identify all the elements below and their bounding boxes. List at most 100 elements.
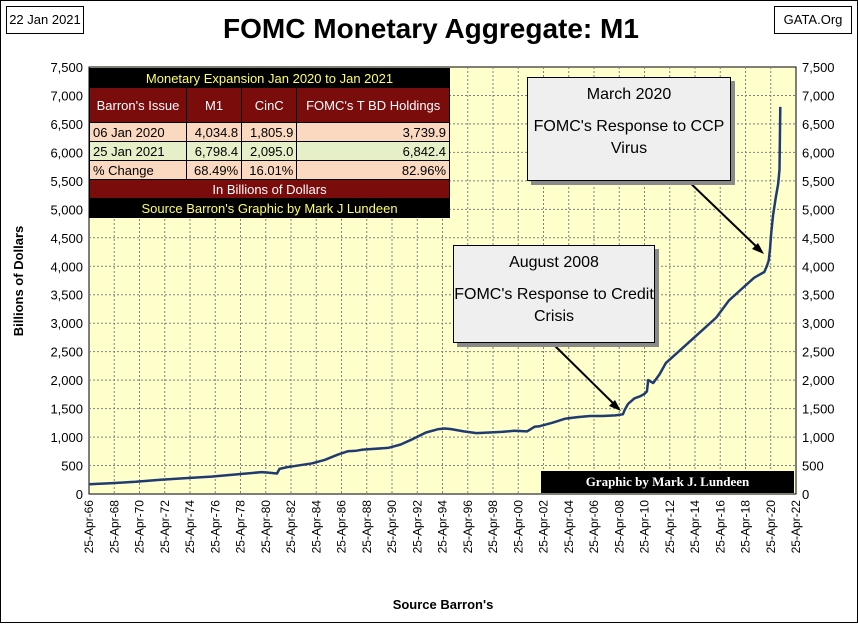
callout-text: FOMC's Response to Credit Crisis	[454, 286, 654, 325]
x-tick-label: 25-Apr-66	[82, 500, 96, 554]
y-tick-label-left: 6,000	[50, 145, 83, 160]
x-tick-label: 25-Apr-02	[537, 500, 551, 554]
table-cell: 6,798.4	[185, 141, 243, 161]
table-header-cinc: CinC	[241, 87, 298, 123]
table-cell: 3,739.9	[296, 122, 450, 142]
y-tick-label-left: 1,500	[50, 402, 83, 417]
x-tick-label: 25-Apr-76	[208, 500, 222, 554]
y-tick-label-right: 4,000	[802, 259, 835, 274]
x-tick-label: 25-Apr-68	[107, 500, 121, 554]
y-tick-label-right: 3,500	[802, 288, 835, 303]
y-tick-label-left: 7,000	[50, 88, 83, 103]
x-axis: 25-Apr-66 25-Apr-68 25-Apr-70 25-Apr-72 25-A…	[82, 500, 803, 554]
x-tick-label: 25-Apr-04	[562, 500, 576, 554]
table-row: 25 Jan 2021 6,798.4 2,095.0 6,842.4	[89, 141, 450, 161]
data-table: Monetary Expansion Jan 2020 to Jan 2021 …	[89, 68, 450, 218]
x-tick-label: 25-Apr-08	[612, 500, 626, 554]
x-tick-label: 25-Apr-20	[764, 500, 778, 554]
table-footer: In Billions of Dollars	[89, 179, 450, 199]
y-tick-label-left: 3,500	[50, 288, 83, 303]
y-tick-label-right: 7,500	[802, 60, 835, 75]
y-tick-label-right: 4,500	[802, 231, 835, 246]
table-cell: 16.01%	[241, 160, 298, 180]
y-tick-label-left: 5,000	[50, 202, 83, 217]
y-tick-label-left: 6,500	[50, 117, 83, 132]
site-label: GATA.Org	[774, 6, 852, 34]
y-tick-label-right: 5,500	[802, 174, 835, 189]
callout-march-2020: March 2020 FOMC's Response to CCP Virus	[527, 77, 731, 181]
x-tick-label: 25-Apr-84	[309, 500, 323, 554]
callout-august-2008: August 2008 FOMC's Response to Credit Cr…	[453, 245, 655, 343]
x-tick-label: 25-Apr-00	[511, 500, 525, 554]
table-header-issue: Barron's Issue	[89, 87, 187, 123]
x-tick-label: 25-Apr-18	[739, 500, 753, 554]
y-tick-label-left: 4,000	[50, 259, 83, 274]
y-tick-label-right: 500	[802, 459, 824, 474]
table-cell: 6,842.4	[296, 141, 450, 161]
x-tick-label: 25-Apr-86	[335, 500, 349, 554]
arrow-2008-shaft	[550, 341, 618, 408]
chart-title: FOMC Monetary Aggregate: M1	[223, 13, 639, 44]
y-tick-label-left: 3,000	[50, 316, 83, 331]
x-tick-label: 25-Apr-78	[234, 500, 248, 554]
table-row: 06 Jan 2020 4,034.8 1,805.9 3,739.9	[89, 122, 450, 142]
y-tick-label-right: 1,000	[802, 430, 835, 445]
x-tick-label: 25-Apr-82	[284, 500, 298, 554]
x-tick-label: 25-Apr-22	[789, 500, 803, 554]
x-tick-label: 25-Apr-92	[410, 500, 424, 554]
y-tick-label-left: 0	[76, 487, 83, 502]
table-cell: 68.49%	[185, 160, 243, 180]
y-tick-label-right: 5,000	[802, 202, 835, 217]
arrow-2008-head	[609, 400, 621, 411]
y-tick-label-right: 6,500	[802, 117, 835, 132]
credit-label: Graphic by Mark J. Lundeen	[541, 471, 794, 493]
x-tick-label: 25-Apr-88	[360, 500, 374, 554]
table-header-fomc: FOMC's T BD Holdings	[296, 87, 450, 123]
y-tick-label-right: 1,500	[802, 402, 835, 417]
callout-title: March 2020	[586, 86, 672, 103]
y-tick-label-left: 500	[61, 459, 83, 474]
m1-series-line	[88, 106, 782, 486]
y-tick-label-right: 3,000	[802, 316, 835, 331]
y-tick-label-left: 1,000	[50, 430, 83, 445]
y-tick-label-right: 0	[802, 487, 809, 502]
x-tick-label: 25-Apr-74	[183, 500, 197, 554]
x-axis-label: Source Barron's	[393, 597, 494, 612]
callout-title: August 2008	[509, 254, 599, 271]
table-cell: 82.96%	[296, 160, 450, 180]
y-tick-label-left: 4,500	[50, 231, 83, 246]
date-label: 22 Jan 2021	[6, 6, 84, 34]
y-tick-label-right: 2,000	[802, 373, 835, 388]
x-tick-label: 25-Apr-16	[713, 500, 727, 554]
table-cell: 06 Jan 2020	[89, 122, 187, 142]
x-tick-label: 25-Apr-06	[587, 500, 601, 554]
table-source: Source Barron's Graphic by Mark J Lundee…	[89, 198, 450, 218]
y-tick-label-left: 2,000	[50, 373, 83, 388]
arrow-2020-head	[752, 243, 764, 254]
y-tick-label-left: 2,500	[50, 345, 83, 360]
x-tick-label: 25-Apr-72	[158, 500, 172, 554]
x-tick-label: 25-Apr-14	[688, 500, 702, 554]
x-tick-label: 25-Apr-96	[461, 500, 475, 554]
x-tick-label: 25-Apr-98	[486, 500, 500, 554]
y-axis-right: 0 500 1,000 1,500 2,000 2,500 3,000 3,500 4,000 4…	[802, 60, 835, 502]
y-tick-label-right: 7,000	[802, 88, 835, 103]
y-axis-label: Billions of Dollars	[11, 226, 26, 337]
x-tick-label: 25-Apr-94	[436, 500, 450, 554]
table-title: Monetary Expansion Jan 2020 to Jan 2021	[89, 68, 450, 88]
table-row: % Change 68.49% 16.01% 82.96%	[89, 160, 450, 180]
x-tick-label: 25-Apr-80	[259, 500, 273, 554]
arrow-2020-shaft	[683, 176, 761, 251]
table-cell: 4,034.8	[185, 122, 243, 142]
x-tick-label: 25-Apr-90	[385, 500, 399, 554]
table-header-m1: M1	[185, 87, 243, 123]
callout-text: FOMC's Response to CCP Virus	[533, 118, 725, 157]
table-cell: % Change	[89, 160, 187, 180]
y-tick-label-right: 6,000	[802, 145, 835, 160]
table-cell: 25 Jan 2021	[89, 141, 187, 161]
table-cell: 2,095.0	[241, 141, 298, 161]
table-cell: 1,805.9	[241, 122, 298, 142]
x-tick-label: 25-Apr-10	[638, 500, 652, 554]
y-tick-label-left: 7,500	[50, 60, 83, 75]
